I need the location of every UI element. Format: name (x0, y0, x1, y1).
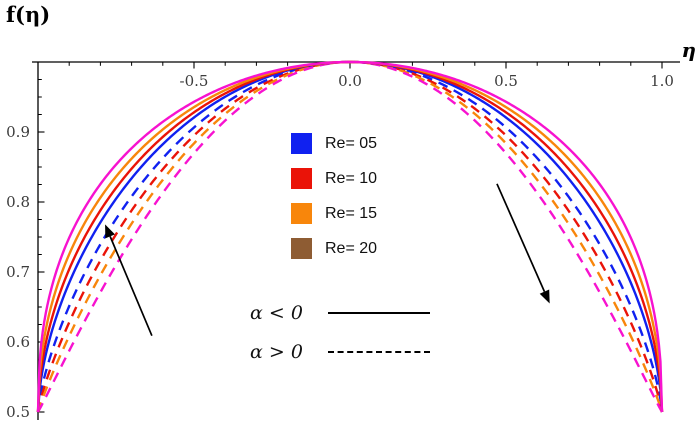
legend-item-re10: Re= 10 (291, 168, 377, 189)
legend-item-re20: Re= 20 (291, 238, 377, 259)
annotation-arrow-shaft (496, 183, 546, 292)
alpha-negative-label: α < 0 (250, 302, 303, 324)
annotation-arrow-shaft (109, 236, 153, 337)
x-tick-label: 0.5 (494, 72, 518, 90)
x-axis-label: η (681, 38, 696, 62)
x-tick-label: -0.5 (180, 72, 209, 90)
legend-label-re05: Re= 05 (325, 135, 378, 152)
legend-swatch-re20 (291, 238, 312, 259)
curve-20-negative (36, 60, 664, 413)
y-axis-label: f(η) (6, 2, 51, 27)
legend-swatch-re10 (291, 168, 312, 189)
line-style-row-negative: α < 0 (250, 300, 430, 326)
legend-item-re15: Re= 15 (291, 203, 377, 224)
y-tick-label: 0.9 (6, 123, 30, 141)
dashed-line-sample-icon (328, 351, 430, 353)
x-tick-label: 1.0 (650, 72, 674, 90)
line-style-row-positive: α > 0 (250, 339, 430, 365)
y-tick-label: 0.8 (6, 193, 30, 211)
legend-label-re20: Re= 20 (325, 240, 378, 257)
legend-swatch-re15 (291, 203, 312, 224)
annotation-arrow-head-icon (105, 224, 115, 239)
legend-label-re10: Re= 10 (325, 170, 378, 187)
y-tick-label: 0.7 (6, 263, 30, 281)
legend-label-re15: Re= 15 (325, 205, 378, 222)
alpha-positive-label: α > 0 (250, 341, 303, 363)
solid-line-sample-icon (328, 312, 430, 314)
curve-05-positive (36, 60, 664, 413)
y-tick-label: 0.5 (6, 403, 30, 421)
x-tick-label: 0.0 (338, 72, 362, 90)
legend-swatch-re05 (291, 133, 312, 154)
line-style-key: α < 0 α > 0 (250, 300, 430, 378)
legend: Re= 05 Re= 10 Re= 15 Re= 20 (291, 133, 377, 273)
annotation-arrow-head-icon (539, 289, 550, 304)
y-tick-label: 0.6 (6, 333, 30, 351)
legend-item-re05: Re= 05 (291, 133, 377, 154)
